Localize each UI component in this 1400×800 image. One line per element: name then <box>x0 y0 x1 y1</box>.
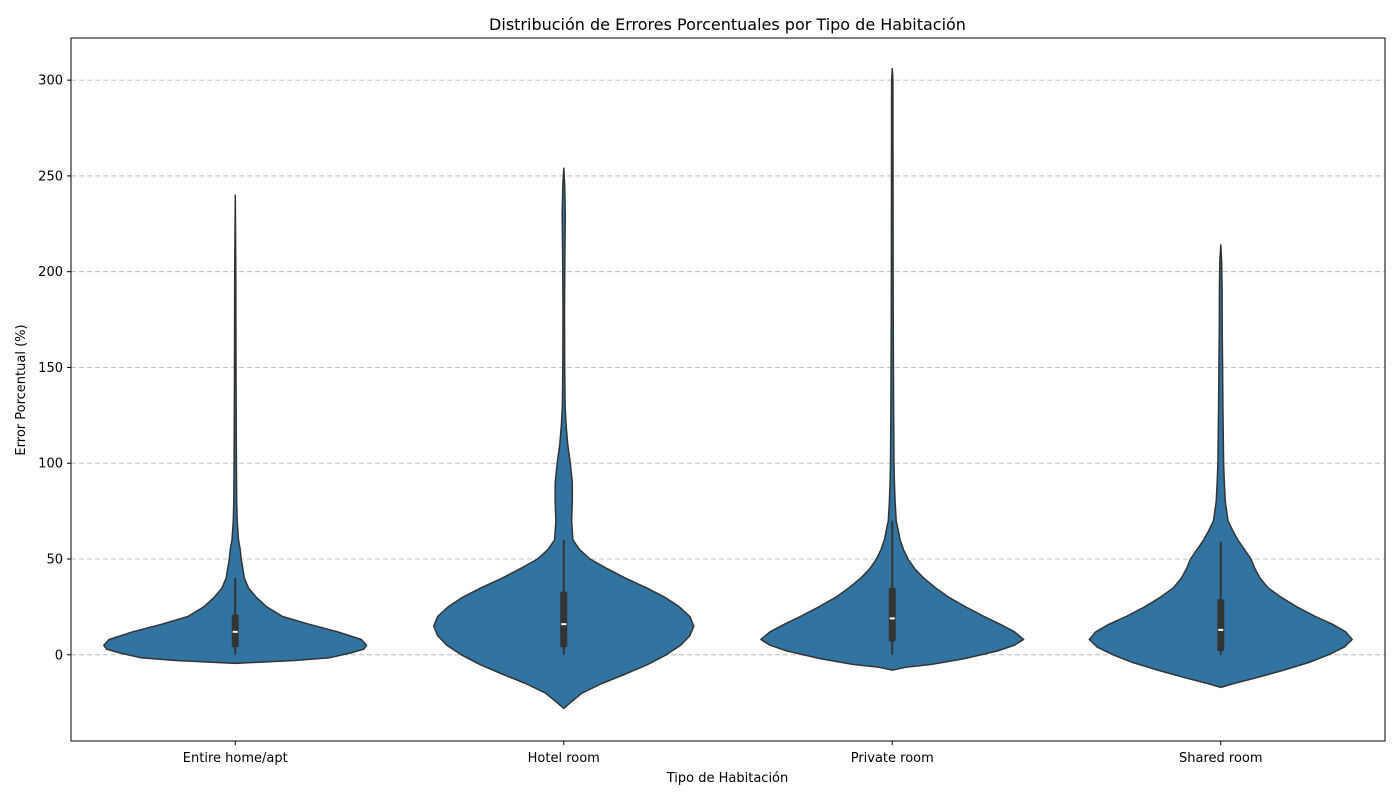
violin-iqr-box <box>888 587 896 642</box>
x-tick-label: Shared room <box>1179 751 1263 766</box>
violin-1 <box>103 194 368 665</box>
x-tick-label: Hotel room <box>528 751 600 766</box>
violin-3 <box>760 67 1025 671</box>
violins <box>103 67 1353 710</box>
x-tick-label: Private room <box>851 751 934 766</box>
y-tick-label: 0 <box>55 648 63 663</box>
y-axis-label: Error Porcentual (%) <box>14 324 29 455</box>
violin-iqr-box <box>1217 599 1225 651</box>
y-tick-label: 150 <box>38 361 63 376</box>
x-axis-label: Tipo de Habitación <box>666 771 789 786</box>
violin-4 <box>1088 244 1353 689</box>
violin-body <box>432 167 695 710</box>
x-axis: Entire home/apt Hotel room Private room Sha… <box>183 741 1263 766</box>
y-tick-label: 200 <box>38 265 63 280</box>
grid-lines <box>71 79 1385 656</box>
x-tick-label: Entire home/apt <box>183 751 288 766</box>
y-tick-label: 300 <box>38 74 63 89</box>
violin-body <box>103 194 368 665</box>
violin-iqr-box <box>560 591 568 648</box>
y-tick-label: 250 <box>38 169 63 184</box>
y-axis: 0 50 100 150 200 250 300 <box>38 74 71 663</box>
violin-2 <box>432 167 695 710</box>
y-tick-label: 50 <box>46 553 63 568</box>
plot-frame <box>70 37 1386 742</box>
violin-body <box>1088 244 1353 689</box>
chart-title: Distribución de Errores Porcentuales por… <box>489 15 966 34</box>
y-tick-label: 100 <box>38 457 63 472</box>
violin-body <box>760 67 1025 671</box>
